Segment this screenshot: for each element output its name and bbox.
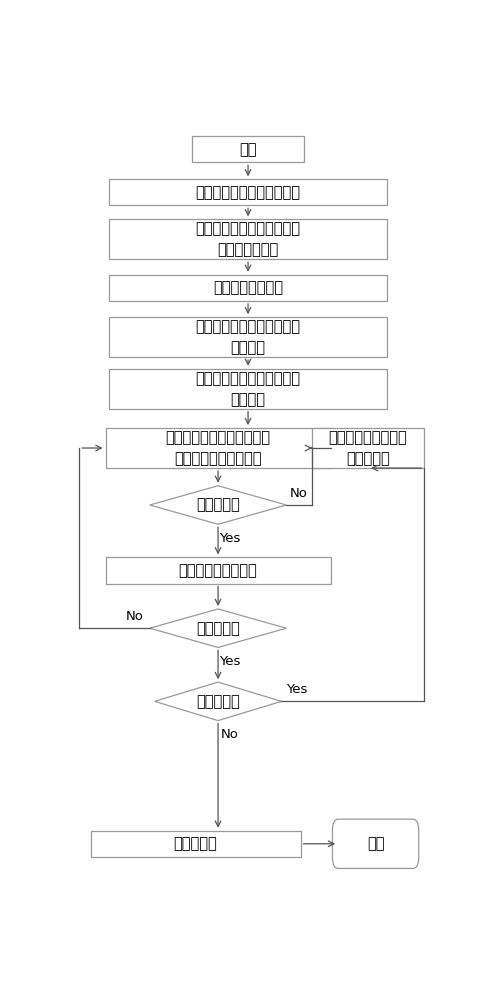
- FancyBboxPatch shape: [109, 179, 387, 205]
- FancyBboxPatch shape: [109, 219, 387, 259]
- Text: Yes: Yes: [219, 655, 240, 668]
- Polygon shape: [150, 486, 287, 524]
- Text: No: No: [126, 610, 144, 623]
- FancyBboxPatch shape: [109, 369, 387, 409]
- FancyBboxPatch shape: [91, 831, 301, 857]
- Text: 开始: 开始: [239, 142, 257, 157]
- FancyBboxPatch shape: [312, 428, 424, 468]
- Text: 铺放下一根经线纤维: 铺放下一根经线纤维: [179, 563, 257, 578]
- Text: 有空留区？: 有空留区？: [196, 694, 240, 709]
- FancyBboxPatch shape: [106, 557, 331, 584]
- Text: 到达边界？: 到达边界？: [196, 497, 240, 512]
- Text: 计算三角网格上每个节点处
的离散高斯曲率: 计算三角网格上每个节点处 的离散高斯曲率: [196, 221, 301, 257]
- Text: 确定基线截切平面，并求出
铺设基线: 确定基线截切平面，并求出 铺设基线: [196, 319, 301, 355]
- Polygon shape: [155, 682, 281, 721]
- Text: 计算出基线上的所有纤维编
织布节点: 计算出基线上的所有纤维编 织布节点: [196, 371, 301, 407]
- FancyBboxPatch shape: [333, 819, 419, 868]
- Text: 用对角节点铺设算法计算编
织布经线纤维束上节点: 用对角节点铺设算法计算编 织布经线纤维束上节点: [166, 430, 271, 466]
- Text: No: No: [290, 487, 308, 500]
- Text: 展开到平面: 展开到平面: [174, 836, 217, 851]
- Text: 到达边界？: 到达边界？: [196, 621, 240, 636]
- Text: No: No: [220, 728, 238, 741]
- Text: Yes: Yes: [286, 683, 307, 696]
- Text: 设置曲面铺设参数: 设置曲面铺设参数: [213, 280, 283, 295]
- Text: 结束: 结束: [367, 836, 384, 851]
- FancyBboxPatch shape: [192, 136, 304, 162]
- FancyBboxPatch shape: [106, 428, 331, 468]
- FancyBboxPatch shape: [109, 275, 387, 301]
- Text: Yes: Yes: [219, 532, 240, 545]
- Text: 分析曲面网格拓扑连接关系: 分析曲面网格拓扑连接关系: [196, 185, 301, 200]
- Polygon shape: [150, 609, 287, 647]
- Text: 用扩展节点铺设算法
铺设空留区: 用扩展节点铺设算法 铺设空留区: [329, 430, 408, 466]
- FancyBboxPatch shape: [109, 317, 387, 357]
